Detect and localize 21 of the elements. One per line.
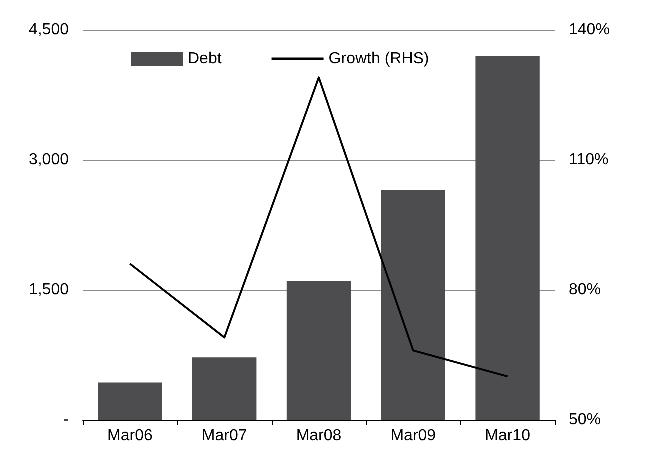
legend-label: Debt (188, 50, 222, 68)
y2-tick-label: 140% (569, 22, 610, 38)
y2-tick-label: 110% (569, 152, 609, 168)
bar (381, 190, 446, 420)
bar (98, 382, 162, 420)
y-tick-label: 3,000 (28, 152, 70, 168)
legend-label: Growth (RHS) (328, 50, 430, 68)
x-tick-label: Mar08 (296, 428, 342, 444)
line-series (129, 76, 509, 378)
bar (476, 56, 540, 420)
bar (286, 281, 352, 420)
bar (192, 358, 257, 420)
y-tick-label: - (64, 412, 69, 428)
x-tick-label: Mar07 (202, 428, 248, 444)
y-tick-label: 1,500 (28, 282, 70, 298)
x-tick-label: Mar09 (390, 428, 436, 444)
y2-tick-label: 80% (569, 282, 602, 298)
x-tick-label: Mar06 (108, 428, 153, 444)
y2-tick-label: 50% (569, 412, 602, 428)
x-tick-label: Mar10 (485, 428, 531, 444)
y-tick-label: 4,500 (28, 22, 70, 38)
